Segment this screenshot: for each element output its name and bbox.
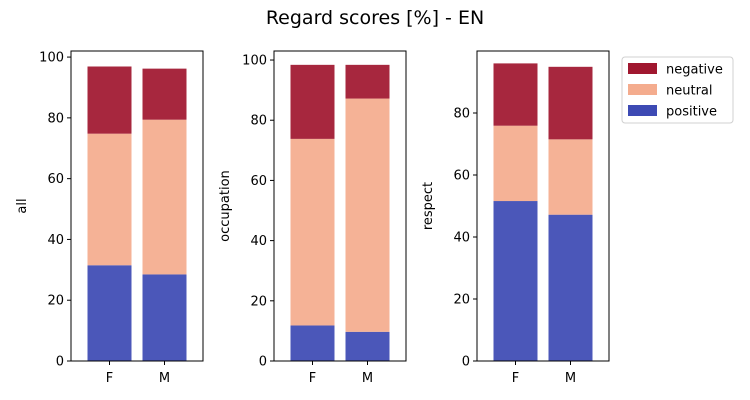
y-tick-label: 0 <box>259 355 267 370</box>
x-tick-label: M <box>565 371 576 386</box>
y-tick-label: 60 <box>47 172 64 187</box>
y-tick-label: 0 <box>462 355 470 370</box>
y-tick-label: 40 <box>47 233 64 248</box>
legend-label-positive: positive <box>666 105 717 120</box>
legend-label-neutral: neutral <box>666 84 713 99</box>
x-tick-label: F <box>309 371 316 386</box>
y-tick-label: 80 <box>453 107 470 122</box>
y-tick-label: 20 <box>47 294 64 309</box>
bar-occupation-M-neutral <box>345 98 390 332</box>
y-axis-label: all <box>15 198 30 213</box>
bar-occupation-F-positive <box>290 325 335 361</box>
legend: negative neutral positive <box>621 56 734 124</box>
chart-title: Regard scores [%] - EN <box>266 7 484 29</box>
x-tick-label: M <box>159 371 170 386</box>
y-tick-label: 100 <box>242 54 267 69</box>
legend-label-negative: negative <box>666 63 723 78</box>
legend-swatch-neutral <box>628 84 657 95</box>
bar-respect-F-neutral <box>493 125 538 202</box>
y-tick-label: 40 <box>453 231 470 246</box>
x-tick-label: M <box>362 371 373 386</box>
subplot-respect: F M 0 20 40 60 80 respect <box>421 50 610 386</box>
bar-respect-M-negative <box>548 66 593 140</box>
y-tick-label: 0 <box>56 355 64 370</box>
bar-respect-F-negative <box>493 63 538 126</box>
y-tick-label: 40 <box>250 234 267 249</box>
subplots-group: F M 0 20 40 60 80 100 all F M 0 20 40 60 80 100 occupatio… <box>15 50 610 386</box>
subplot-occupation: F M 0 20 40 60 80 100 occupation <box>218 50 407 386</box>
axes-frame <box>476 50 610 362</box>
subplot-all: F M 0 20 40 60 80 100 all <box>15 50 204 386</box>
x-tick-label: F <box>512 371 519 386</box>
bar-occupation-F-negative <box>290 64 335 139</box>
bar-occupation-F-neutral <box>290 138 335 326</box>
axes-frame <box>273 50 407 362</box>
bar-all-F-positive <box>87 265 132 361</box>
bar-all-F-neutral <box>87 133 132 266</box>
bar-occupation-M-negative <box>345 64 390 99</box>
bar-occupation-M-positive <box>345 331 390 361</box>
bar-all-M-negative <box>142 68 187 120</box>
y-tick-label: 100 <box>39 51 64 66</box>
y-tick-label: 80 <box>47 111 64 126</box>
x-tick-label: F <box>106 371 113 386</box>
y-tick-label: 60 <box>453 169 470 184</box>
y-axis-label: occupation <box>218 170 233 242</box>
bar-all-M-neutral <box>142 119 187 275</box>
bar-respect-M-positive <box>548 214 593 361</box>
legend-swatch-negative <box>628 63 657 74</box>
axes-frame <box>70 50 204 362</box>
y-tick-label: 60 <box>250 174 267 189</box>
y-tick-label: 80 <box>250 114 267 129</box>
bar-respect-F-positive <box>493 201 538 361</box>
legend-swatch-positive <box>628 105 657 116</box>
y-tick-label: 20 <box>453 293 470 308</box>
bar-all-M-positive <box>142 274 187 361</box>
y-axis-label: respect <box>421 182 436 230</box>
bar-respect-M-neutral <box>548 139 593 215</box>
bar-all-F-negative <box>87 66 132 134</box>
y-tick-label: 20 <box>250 294 267 309</box>
